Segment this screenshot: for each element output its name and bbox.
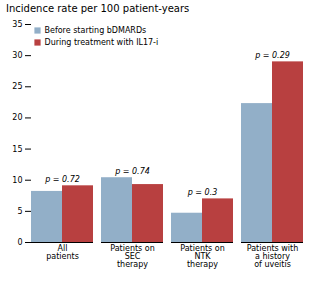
svg-text:5: 5 [17, 207, 22, 216]
svg-text:Before starting bDMARDs: Before starting bDMARDs [45, 26, 147, 35]
svg-text:10: 10 [12, 176, 22, 185]
svg-text:p = 0.72: p = 0.72 [44, 175, 80, 184]
svg-text:Patients witha historyof uveit: Patients witha historyof uveitis [247, 244, 299, 269]
svg-text:0: 0 [17, 238, 22, 247]
svg-text:Patients onNTKtherapy: Patients onNTKtherapy [180, 244, 225, 269]
svg-text:15: 15 [12, 145, 22, 154]
svg-text:25: 25 [12, 82, 22, 91]
svg-text:p = 0.3: p = 0.3 [187, 188, 218, 197]
svg-text:20: 20 [12, 113, 22, 122]
svg-text:35: 35 [12, 20, 22, 29]
svg-text:Patients onSECtherapy: Patients onSECtherapy [110, 244, 155, 269]
svg-text:Allpatients: Allpatients [46, 244, 79, 261]
svg-text:During treatment with IL17-i: During treatment with IL17-i [45, 38, 159, 47]
html-text:Incidence rate per 100 patient: Incidence rate per 100 patient-years [6, 3, 190, 14]
svg-text:30: 30 [12, 51, 22, 60]
svg-text:p = 0.29: p = 0.29 [254, 51, 290, 60]
svg-text:p = 0.74: p = 0.74 [114, 167, 150, 176]
